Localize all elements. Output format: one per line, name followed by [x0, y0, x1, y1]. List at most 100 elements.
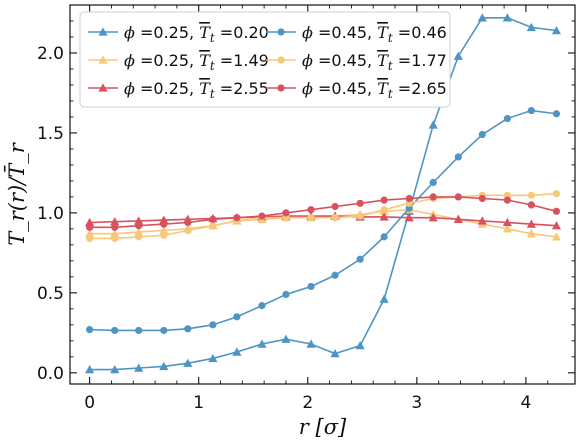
- data-point: [160, 220, 168, 228]
- data-point: [551, 221, 562, 230]
- y-tick-label: 1.0: [37, 204, 64, 224]
- plot-frame: [69, 4, 576, 385]
- data-point: [331, 214, 339, 222]
- series-line: [89, 192, 557, 240]
- data-point: [526, 22, 536, 32]
- series-triangle-0.25-2.55: [85, 211, 562, 230]
- data-point: [477, 216, 487, 225]
- data-point: [380, 196, 388, 204]
- data-point: [502, 224, 512, 233]
- data-point: [208, 353, 218, 363]
- data-point: [258, 302, 266, 310]
- series-line: [89, 16, 557, 371]
- data-point: [85, 365, 95, 374]
- data-point: [183, 358, 193, 367]
- x-tick-label: 0: [84, 393, 95, 413]
- y-tick-label: 0.0: [37, 364, 64, 384]
- data-point: [209, 321, 217, 329]
- legend-entry: ϕ =0.45, Tt =0.46: [266, 23, 447, 45]
- data-point: [257, 339, 267, 348]
- data-point: [355, 341, 365, 350]
- data-point: [331, 202, 339, 211]
- data-point: [184, 218, 192, 227]
- data-point: [526, 229, 536, 238]
- data-point: [232, 347, 242, 356]
- legend-label: ϕ =0.45, Tt =2.65: [302, 79, 447, 101]
- series-line: [89, 109, 557, 332]
- legend-marker: [98, 83, 108, 92]
- legend-label: ϕ =0.45, Tt =1.77: [302, 51, 447, 73]
- data-point: [478, 130, 486, 139]
- data-point: [356, 212, 364, 220]
- data-point: [258, 212, 266, 220]
- data-point: [184, 325, 192, 333]
- data-point: [552, 110, 561, 118]
- data-point: [233, 313, 241, 321]
- data-point: [454, 153, 462, 161]
- data-point: [380, 233, 388, 241]
- data-point: [134, 363, 144, 372]
- data-point: [380, 206, 388, 214]
- data-point: [429, 193, 437, 201]
- data-point: [233, 214, 241, 222]
- legend-marker: [98, 27, 108, 36]
- x-axis-label: r [σ]: [299, 415, 347, 439]
- data-point: [134, 216, 144, 225]
- series-line: [89, 215, 557, 227]
- data-point: [551, 232, 562, 241]
- legend-marker: [98, 55, 108, 64]
- legend-label: ϕ =0.25, Tt =2.55: [124, 79, 269, 101]
- data-point: [159, 361, 169, 371]
- data-point: [111, 223, 119, 231]
- data-point: [111, 326, 119, 335]
- data-point: [503, 196, 511, 204]
- data-point: [86, 326, 94, 334]
- data-point: [552, 190, 561, 198]
- data-point: [379, 212, 389, 221]
- data-point: [331, 271, 339, 279]
- legend-marker: [277, 28, 285, 36]
- data-point: [86, 234, 94, 243]
- y-tick-label: 2.0: [37, 44, 64, 64]
- data-point: [306, 339, 316, 348]
- data-point: [527, 201, 535, 209]
- y-tick-label: 1.5: [37, 124, 64, 144]
- data-point: [282, 290, 290, 299]
- data-point: [503, 114, 511, 123]
- series-circle-0.45-0.46: [86, 106, 561, 335]
- data-point: [134, 227, 144, 236]
- data-point: [454, 193, 462, 201]
- data-point: [404, 213, 414, 222]
- data-point: [527, 106, 535, 115]
- data-point: [477, 13, 487, 22]
- legend-box: [79, 11, 451, 108]
- legend-entry: ϕ =0.45, Tt =1.77: [266, 51, 447, 73]
- data-point: [428, 213, 438, 222]
- data-point: [209, 215, 217, 223]
- data-point: [428, 120, 438, 129]
- data-point: [282, 209, 290, 217]
- data-point: [307, 206, 315, 214]
- data-point: [184, 226, 192, 235]
- data-point: [86, 223, 94, 231]
- data-point: [159, 225, 169, 235]
- data-point: [135, 233, 143, 241]
- legend-marker: [277, 84, 285, 92]
- legend-marker: [277, 56, 285, 64]
- data-point: [502, 217, 512, 227]
- data-point: [110, 217, 120, 226]
- x-tick-label: 4: [521, 393, 532, 413]
- data-point: [551, 25, 562, 35]
- legend-entry: ϕ =0.25, Tt =1.49: [88, 51, 269, 73]
- data-point: [281, 334, 291, 343]
- data-point: [453, 51, 463, 60]
- legend: ϕ =0.25, Tt =0.20 ϕ =0.45, Tt =0.46 ϕ =0.2…: [79, 11, 451, 108]
- data-point: [135, 326, 143, 335]
- data-point: [209, 222, 217, 230]
- data-point: [160, 326, 168, 335]
- data-point: [110, 365, 120, 374]
- data-point: [526, 219, 536, 228]
- series-line: [89, 196, 557, 229]
- data-point: [85, 229, 95, 238]
